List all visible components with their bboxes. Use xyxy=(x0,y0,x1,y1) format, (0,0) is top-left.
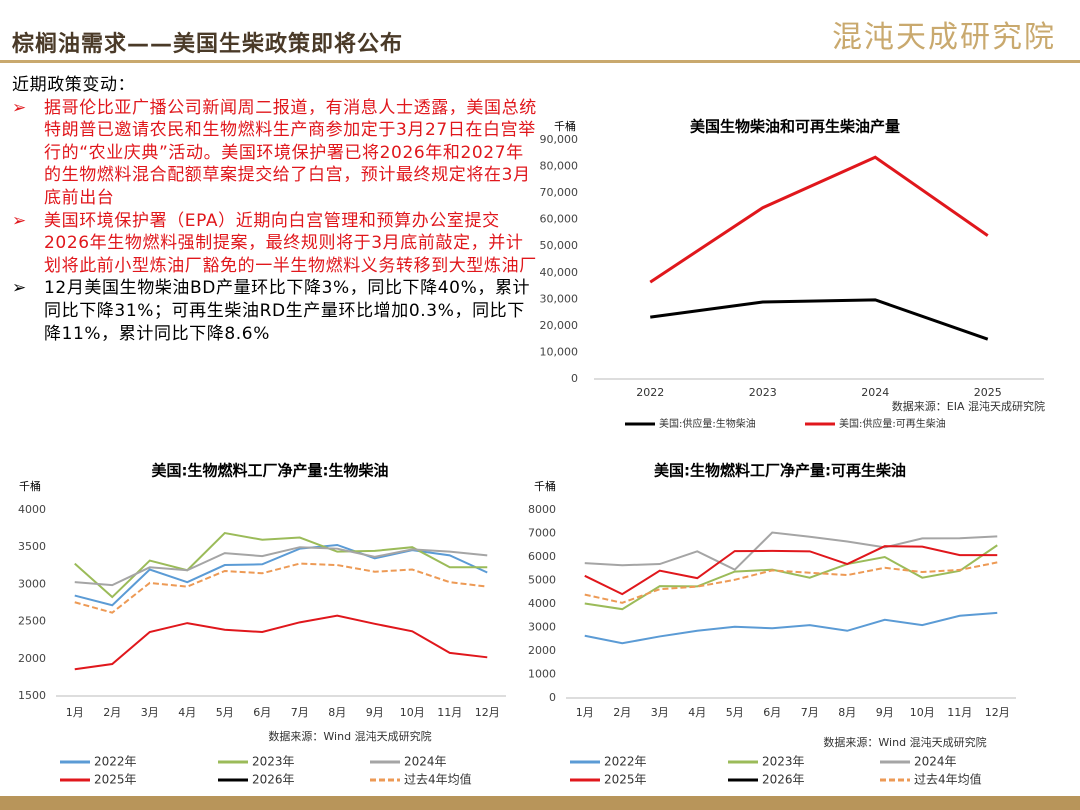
x-tick-label: 6月 xyxy=(253,706,271,719)
x-tick-label: 11月 xyxy=(947,706,972,719)
x-tick-label: 4月 xyxy=(688,706,706,719)
y-tick-label: 80,000 xyxy=(540,160,579,173)
series-line xyxy=(74,531,488,599)
intro: 近期政策变动： xyxy=(12,75,136,95)
y-tick-label: 20,000 xyxy=(540,319,579,332)
source-note: 数据来源：EIA 混沌天成研究院 xyxy=(892,399,1045,413)
header: 棕榈油需求——美国生柴政策即将公布 混沌天成研究院 xyxy=(0,0,1080,63)
source-note: 数据来源：Wind 混沌天成研究院 xyxy=(268,729,431,743)
series-line xyxy=(584,561,998,604)
y-tick-label: 7000 xyxy=(528,527,556,540)
y-axis-label: 千桶 xyxy=(534,479,556,493)
y-tick-label: 4000 xyxy=(528,597,556,610)
y-tick-label: 8000 xyxy=(528,503,556,516)
legend-label: 2023年 xyxy=(762,755,805,769)
x-tick-label: 11月 xyxy=(437,706,462,719)
y-tick-label: 50,000 xyxy=(540,239,579,252)
bullet: 据哥伦比亚广播公司新闻周二报道，有消息人士透露，美国总统特朗普已邀请农民和生物燃… xyxy=(12,97,538,210)
y-tick-label: 1000 xyxy=(528,668,556,681)
x-tick-label: 5月 xyxy=(726,706,744,719)
x-tick-label: 1月 xyxy=(576,706,594,719)
legend-label: 2022年 xyxy=(604,755,647,769)
legend-label: 2022年 xyxy=(94,755,137,769)
bullet: 12月美国生物柴油BD产量环比下降3%，同比下降40%，累计同比下降31%；可再… xyxy=(12,277,538,345)
x-tick-label: 8月 xyxy=(328,706,346,719)
x-tick-label: 2023 xyxy=(749,386,777,399)
x-tick-label: 6月 xyxy=(763,706,781,719)
legend-label: 美国:供应量:生物柴油 xyxy=(659,417,756,430)
x-tick-label: 9月 xyxy=(876,706,894,719)
source-note: 数据来源：Wind 混沌天成研究院 xyxy=(823,735,986,749)
legend-label: 美国:供应量:可再生柴油 xyxy=(839,417,946,430)
y-tick-label: 2000 xyxy=(528,644,556,657)
y-tick-label: 70,000 xyxy=(540,186,579,199)
x-tick-label: 7月 xyxy=(801,706,819,719)
y-axis-label: 千桶 xyxy=(19,479,41,493)
y-axis-label: 千桶 xyxy=(554,119,576,133)
x-tick-label: 3月 xyxy=(651,706,669,719)
series-line xyxy=(74,562,488,614)
y-tick-label: 40,000 xyxy=(540,266,579,279)
x-tick-label: 10月 xyxy=(910,706,935,719)
y-tick-label: 5000 xyxy=(528,574,556,587)
series-line xyxy=(74,614,488,671)
chart-title: 美国:生物燃料工厂净产量:生物柴油 xyxy=(152,462,389,480)
x-tick-label: 2月 xyxy=(103,706,121,719)
x-tick-label: 4月 xyxy=(178,706,196,719)
y-tick-label: 3500 xyxy=(18,540,46,553)
legend-label: 2024年 xyxy=(404,755,447,769)
x-tick-label: 12月 xyxy=(475,706,500,719)
legend-label: 过去4年均值 xyxy=(914,772,982,787)
slide-title: 棕榈油需求——美国生柴政策即将公布 xyxy=(12,32,404,57)
series-line xyxy=(649,155,989,284)
y-tick-label: 2500 xyxy=(18,615,46,628)
series-line xyxy=(74,546,488,587)
x-tick-label: 1月 xyxy=(66,706,84,719)
x-tick-label: 12月 xyxy=(985,706,1010,719)
x-tick-label: 3月 xyxy=(141,706,159,719)
legend-label: 2026年 xyxy=(762,773,805,787)
y-tick-label: 2000 xyxy=(18,652,46,665)
y-tick-label: 60,000 xyxy=(540,213,579,226)
bullet: 美国环境保护署（EPA）近期向白宫管理和预算办公室提交2026年生物燃料强制提案… xyxy=(12,210,538,278)
y-tick-label: 10,000 xyxy=(540,345,579,358)
y-tick-label: 1500 xyxy=(18,689,46,702)
x-tick-label: 2022 xyxy=(636,386,664,399)
x-tick-label: 8月 xyxy=(838,706,856,719)
x-tick-label: 10月 xyxy=(400,706,425,719)
series-line xyxy=(584,544,998,611)
y-tick-label: 3000 xyxy=(18,577,46,590)
series-line xyxy=(584,611,998,645)
text-block: 近期政策变动： 据哥伦比亚广播公司新闻周二报道，有消息人士透露，美国总统特朗普已… xyxy=(12,74,538,345)
y-tick-label: 4000 xyxy=(18,503,46,516)
y-tick-label: 90,000 xyxy=(540,133,579,146)
y-tick-label: 0 xyxy=(571,372,578,385)
y-tick-label: 3000 xyxy=(528,621,556,634)
legend-label: 2025年 xyxy=(604,773,647,787)
x-tick-label: 7月 xyxy=(291,706,309,719)
y-tick-label: 30,000 xyxy=(540,292,579,305)
x-tick-label: 9月 xyxy=(366,706,384,719)
logo: 混沌天成研究院 xyxy=(832,20,1056,55)
y-tick-label: 0 xyxy=(549,691,556,704)
x-tick-label: 2024 xyxy=(861,386,889,399)
series-line xyxy=(584,531,998,571)
chart-title: 美国:生物燃料工厂净产量:可再生柴油 xyxy=(654,462,906,480)
legend-label: 过去4年均值 xyxy=(404,772,472,787)
x-tick-label: 5月 xyxy=(216,706,234,719)
x-tick-label: 2025 xyxy=(974,386,1002,399)
y-tick-label: 6000 xyxy=(528,550,556,563)
legend-label: 2026年 xyxy=(252,773,295,787)
legend-label: 2025年 xyxy=(94,773,137,787)
footer-band xyxy=(0,796,1080,810)
chart-title: 美国生物柴油和可再生柴油产量 xyxy=(690,118,900,136)
series-line xyxy=(584,545,998,596)
series-line xyxy=(650,298,989,341)
legend-label: 2023年 xyxy=(252,755,295,769)
legend-label: 2024年 xyxy=(914,755,957,769)
x-tick-label: 2月 xyxy=(613,706,631,719)
